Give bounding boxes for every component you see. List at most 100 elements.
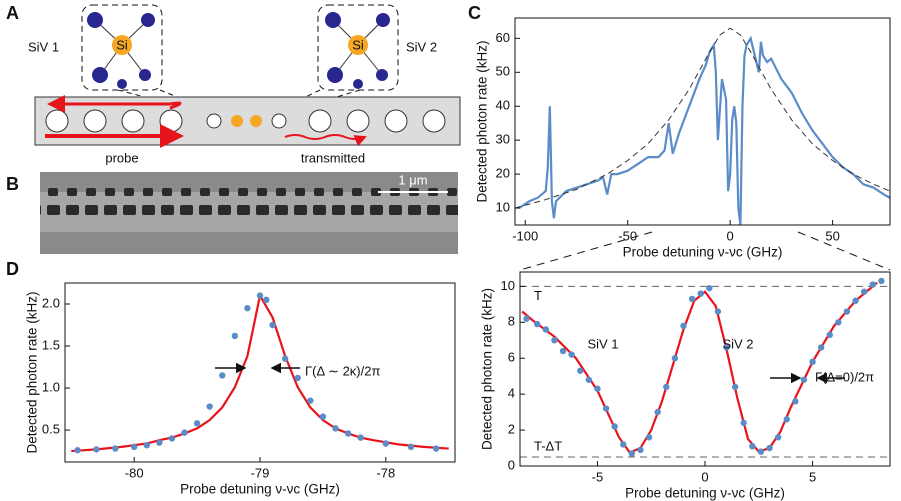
reference-label: T — [534, 288, 542, 303]
data-point — [93, 446, 100, 453]
data-point — [611, 423, 618, 430]
y-axis-title: Detected photon rate (kHz) — [25, 291, 40, 453]
data-point — [344, 430, 352, 437]
x-tick-label: 5 — [809, 469, 816, 484]
probe-label: probe — [105, 150, 138, 165]
zoom-line — [519, 231, 653, 271]
reference-label: T-ΔT — [534, 438, 562, 453]
x-tick-label: 50 — [825, 228, 839, 243]
data-point — [193, 420, 201, 427]
data-point — [800, 376, 808, 383]
zoom-line — [797, 231, 891, 271]
plot-area — [71, 292, 449, 454]
data-point — [671, 355, 679, 362]
data-point — [860, 288, 868, 295]
y-tick-label: 2.0 — [42, 295, 60, 310]
data-point — [809, 358, 816, 366]
data-point — [697, 290, 704, 297]
panel-label: C — [468, 3, 481, 23]
data-point — [332, 425, 339, 432]
data-point — [731, 383, 739, 391]
sem-image: 1 μm — [40, 172, 458, 254]
y-tick-label: 10 — [501, 278, 515, 293]
y-tick-label: 1.0 — [42, 379, 60, 394]
data-point — [645, 434, 653, 441]
x-tick-label: -100 — [512, 228, 538, 243]
panel-label: A — [6, 3, 19, 23]
y-axis-title: Detected photon rate (kHz) — [475, 40, 490, 202]
y-tick-label: 50 — [496, 64, 510, 79]
y-tick-label: 0 — [508, 457, 515, 472]
data-point — [432, 445, 440, 452]
transmitted-label: transmitted — [301, 150, 365, 165]
data-point — [219, 372, 226, 379]
annotation: Γ(Δ=0)/2π — [815, 369, 874, 384]
data-point — [568, 351, 575, 358]
data-point — [307, 397, 314, 404]
data-point — [281, 355, 289, 362]
data-point — [663, 383, 670, 391]
data-point — [714, 308, 722, 315]
data-point — [244, 305, 251, 312]
y-tick-label: 10 — [496, 199, 510, 214]
data-point — [551, 337, 558, 344]
plot-frame — [514, 17, 891, 226]
x-tick-label: 0 — [727, 228, 734, 243]
data-point — [620, 441, 627, 448]
plot-area — [520, 277, 890, 458]
data-point — [269, 321, 276, 329]
data-point — [637, 446, 644, 454]
y-tick-label: 40 — [496, 98, 510, 113]
data-point — [585, 376, 593, 383]
data-point — [826, 331, 833, 339]
data-point — [680, 322, 687, 330]
atom-label: Si — [116, 37, 128, 52]
data-point — [542, 326, 550, 333]
x-axis-title: Probe detuning ν-νc (GHz) — [180, 482, 340, 497]
scale-bar-label: 1 μm — [398, 172, 427, 187]
data-point — [594, 385, 601, 392]
x-tick-label: -80 — [125, 465, 144, 480]
panel-label: B — [6, 174, 19, 194]
x-tick-label: -50 — [618, 228, 637, 243]
data-point — [263, 296, 270, 304]
data-point — [723, 344, 730, 351]
plot-frame — [64, 282, 456, 463]
series-line — [71, 292, 449, 453]
y-axis-title: Detected photon rate (kHz) — [480, 288, 495, 450]
y-tick-label: 6 — [508, 350, 515, 365]
data-point — [706, 284, 713, 292]
data-point — [774, 434, 782, 441]
data-point — [577, 367, 584, 374]
series-line — [518, 35, 890, 225]
y-tick-label: 20 — [496, 166, 510, 181]
panel-label: D — [6, 259, 19, 279]
data-point — [206, 403, 213, 410]
y-tick-label: 8 — [508, 314, 515, 329]
siv-label: SiV 2 — [406, 39, 437, 54]
data-point — [740, 419, 747, 427]
x-axis-title: Probe detuning ν-νc (GHz) — [625, 486, 785, 501]
x-tick-label: 0 — [701, 469, 708, 484]
data-point — [783, 416, 790, 423]
data-point — [112, 445, 119, 452]
siv-label: SiV 1 — [28, 39, 59, 54]
annotation: SiV 1 — [587, 336, 618, 351]
data-point — [74, 447, 81, 454]
data-point — [559, 347, 567, 355]
data-point — [231, 332, 239, 340]
data-point — [869, 281, 876, 288]
waveguide-diagram: Si Si SiV 1 SiV 2 probe transmitted — [28, 4, 461, 165]
data-point — [156, 439, 163, 446]
data-point — [654, 408, 661, 416]
x-tick-label: -5 — [592, 469, 604, 484]
data-point — [319, 413, 327, 420]
data-point — [181, 429, 188, 436]
data-point — [843, 308, 851, 315]
y-tick-label: 30 — [496, 132, 510, 147]
plot-area — [515, 27, 890, 225]
data-point — [835, 319, 842, 326]
data-point — [143, 441, 150, 449]
data-point — [294, 374, 301, 382]
